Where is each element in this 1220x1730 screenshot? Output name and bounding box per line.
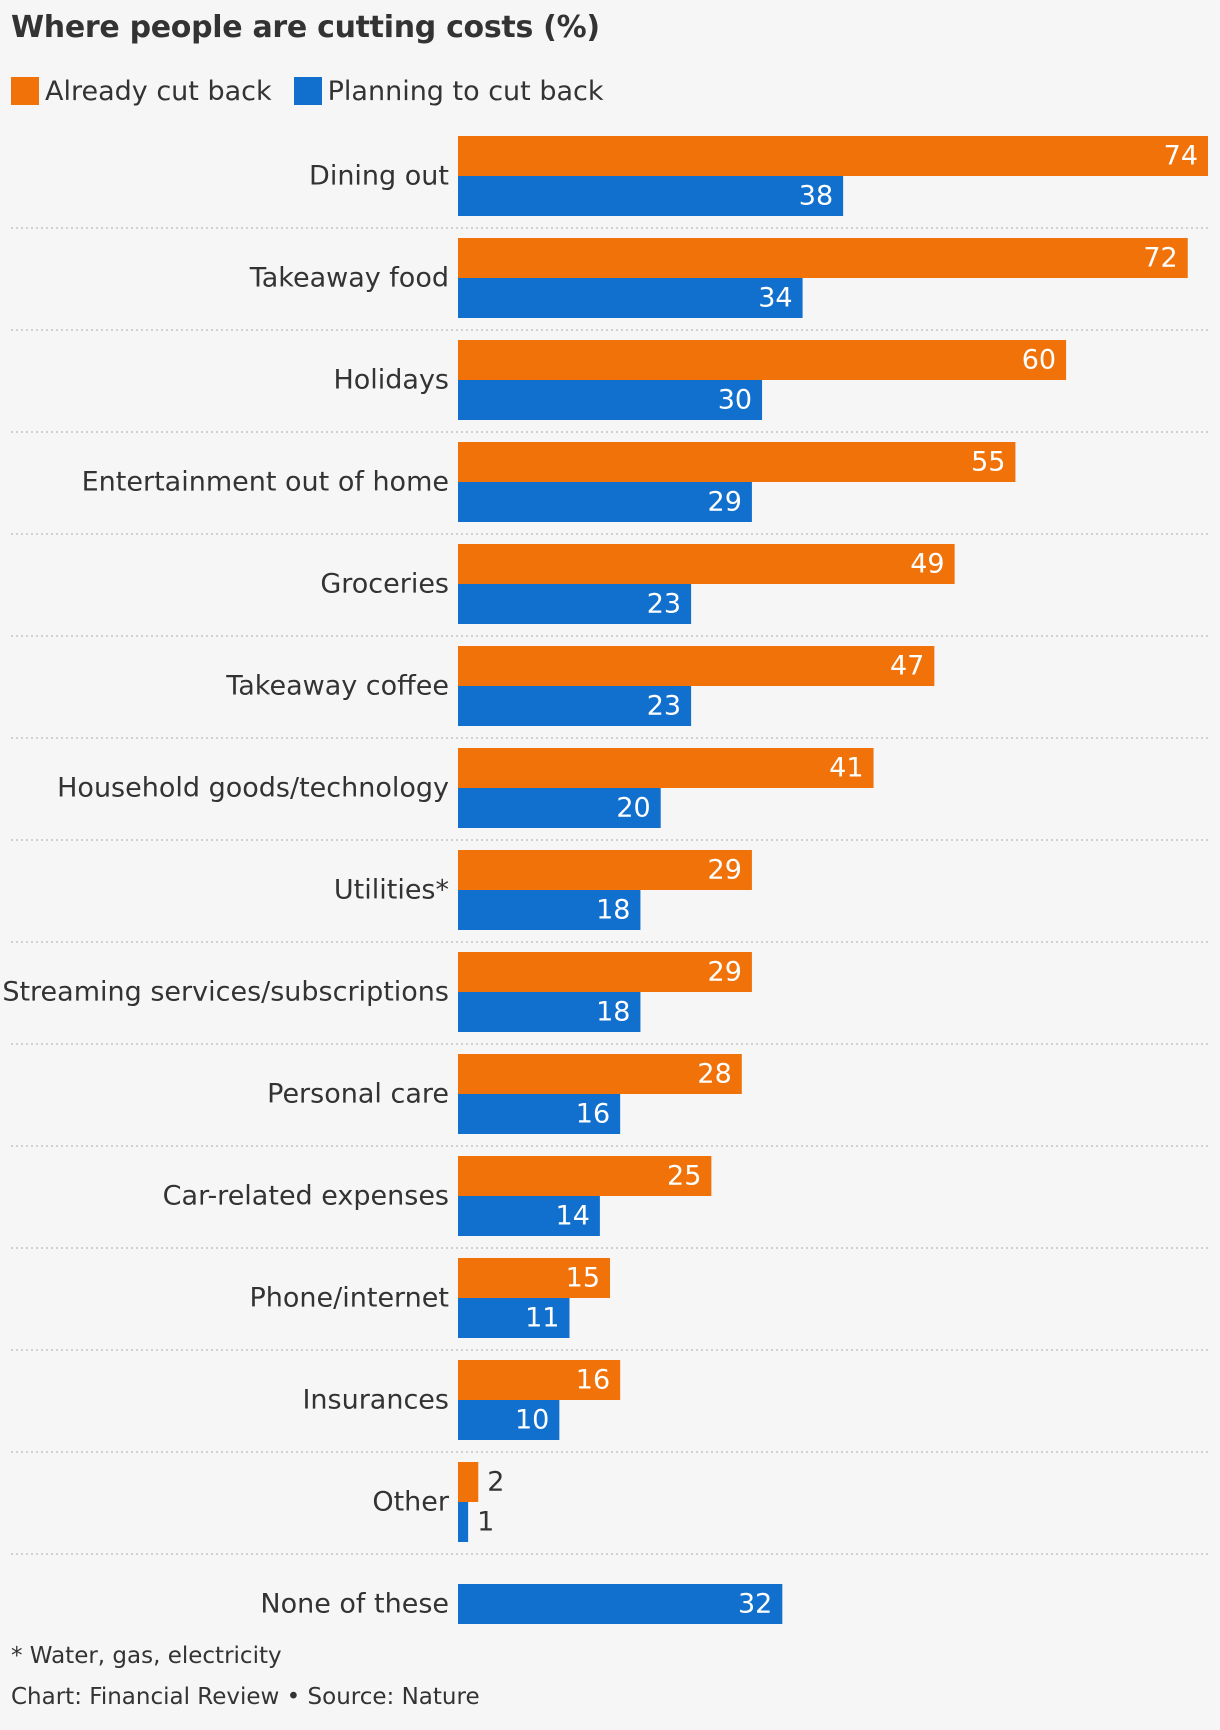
bar [458, 238, 1188, 278]
chart-credit: Chart: Financial Review • Source: Nature [11, 1684, 480, 1710]
category-label: Takeaway coffee [225, 671, 449, 702]
bar [458, 1502, 469, 1542]
category-label: Household goods/technology [57, 773, 449, 804]
category-label: Groceries [320, 569, 449, 600]
bar [458, 992, 641, 1032]
bar [458, 1400, 560, 1440]
bar [458, 442, 1016, 482]
data-label: 15 [566, 1263, 600, 1294]
data-label: 25 [667, 1161, 701, 1192]
bar [458, 850, 752, 890]
footnote: * Water, gas, electricity [11, 1643, 282, 1669]
data-label: 20 [616, 793, 650, 824]
data-label: 30 [718, 385, 752, 416]
bar [458, 1156, 712, 1196]
legend-item-planning: Planning to cut back [293, 75, 604, 107]
legend-label-already: Already cut back [45, 75, 272, 107]
bar-chart: Dining out 74 38 Takeaway food 72 34 Holidays 6… [2, 136, 1208, 1624]
data-label: 23 [647, 589, 681, 620]
legend-item-already: Already cut back [11, 76, 272, 107]
data-label: 18 [596, 997, 630, 1028]
data-label: 29 [708, 487, 742, 518]
bar [458, 1258, 611, 1298]
bar [458, 136, 1208, 176]
data-label: 18 [596, 895, 630, 926]
data-label: 41 [829, 753, 863, 784]
data-label: 49 [910, 549, 944, 580]
data-label: 60 [1022, 345, 1056, 376]
data-label: 38 [799, 181, 833, 212]
category-label: Streaming services/subscriptions [2, 977, 449, 1008]
data-label: 10 [515, 1405, 549, 1436]
data-label: 2 [487, 1467, 504, 1498]
chart-legend: Already cut back Planning to cut back [11, 74, 626, 108]
bar [458, 1054, 742, 1094]
data-label: 74 [1164, 141, 1198, 172]
chart-title: Where people are cutting costs (%) [11, 10, 600, 45]
data-label: 16 [576, 1099, 610, 1130]
data-label: 34 [758, 283, 792, 314]
category-label: Takeaway food [249, 263, 449, 294]
bar [458, 1196, 600, 1236]
bar [458, 686, 692, 726]
bar [458, 748, 874, 788]
data-label: 16 [576, 1365, 610, 1396]
legend-swatch-already [11, 77, 39, 105]
legend-swatch-planning [293, 77, 322, 105]
category-label: Personal care [267, 1079, 449, 1110]
bar [458, 646, 935, 686]
category-label: Other [372, 1487, 450, 1518]
data-label: 1 [477, 1507, 494, 1538]
bar [458, 544, 955, 584]
bar [458, 380, 763, 420]
bar [458, 584, 692, 624]
bar [458, 890, 641, 930]
data-label: 14 [556, 1201, 590, 1232]
data-label: 23 [647, 691, 681, 722]
data-label: 72 [1143, 243, 1177, 274]
bar [458, 482, 752, 522]
bar [458, 1584, 783, 1624]
bar [458, 1298, 570, 1338]
bar [458, 278, 803, 318]
category-label: Entertainment out of home [82, 467, 449, 498]
category-label: Car-related expenses [163, 1181, 449, 1212]
bar [458, 340, 1067, 380]
data-label: 29 [708, 957, 742, 988]
legend-label-planning: Planning to cut back [327, 75, 604, 107]
data-label: 47 [890, 651, 924, 682]
data-label: 55 [971, 447, 1005, 478]
bar [458, 1360, 621, 1400]
data-label: 28 [697, 1059, 731, 1090]
bar [458, 1094, 621, 1134]
data-label: 32 [738, 1589, 772, 1620]
category-label: Holidays [333, 365, 449, 396]
bar [458, 1462, 479, 1502]
data-label: 29 [708, 855, 742, 886]
bar [458, 788, 661, 828]
category-label: Dining out [309, 161, 449, 192]
bar [458, 952, 752, 992]
category-label: Insurances [302, 1385, 449, 1416]
bar [458, 176, 844, 216]
category-label: Utilities* [334, 875, 449, 906]
data-label: 11 [525, 1303, 559, 1334]
category-label: None of these [260, 1589, 449, 1620]
category-label: Phone/internet [250, 1283, 449, 1314]
